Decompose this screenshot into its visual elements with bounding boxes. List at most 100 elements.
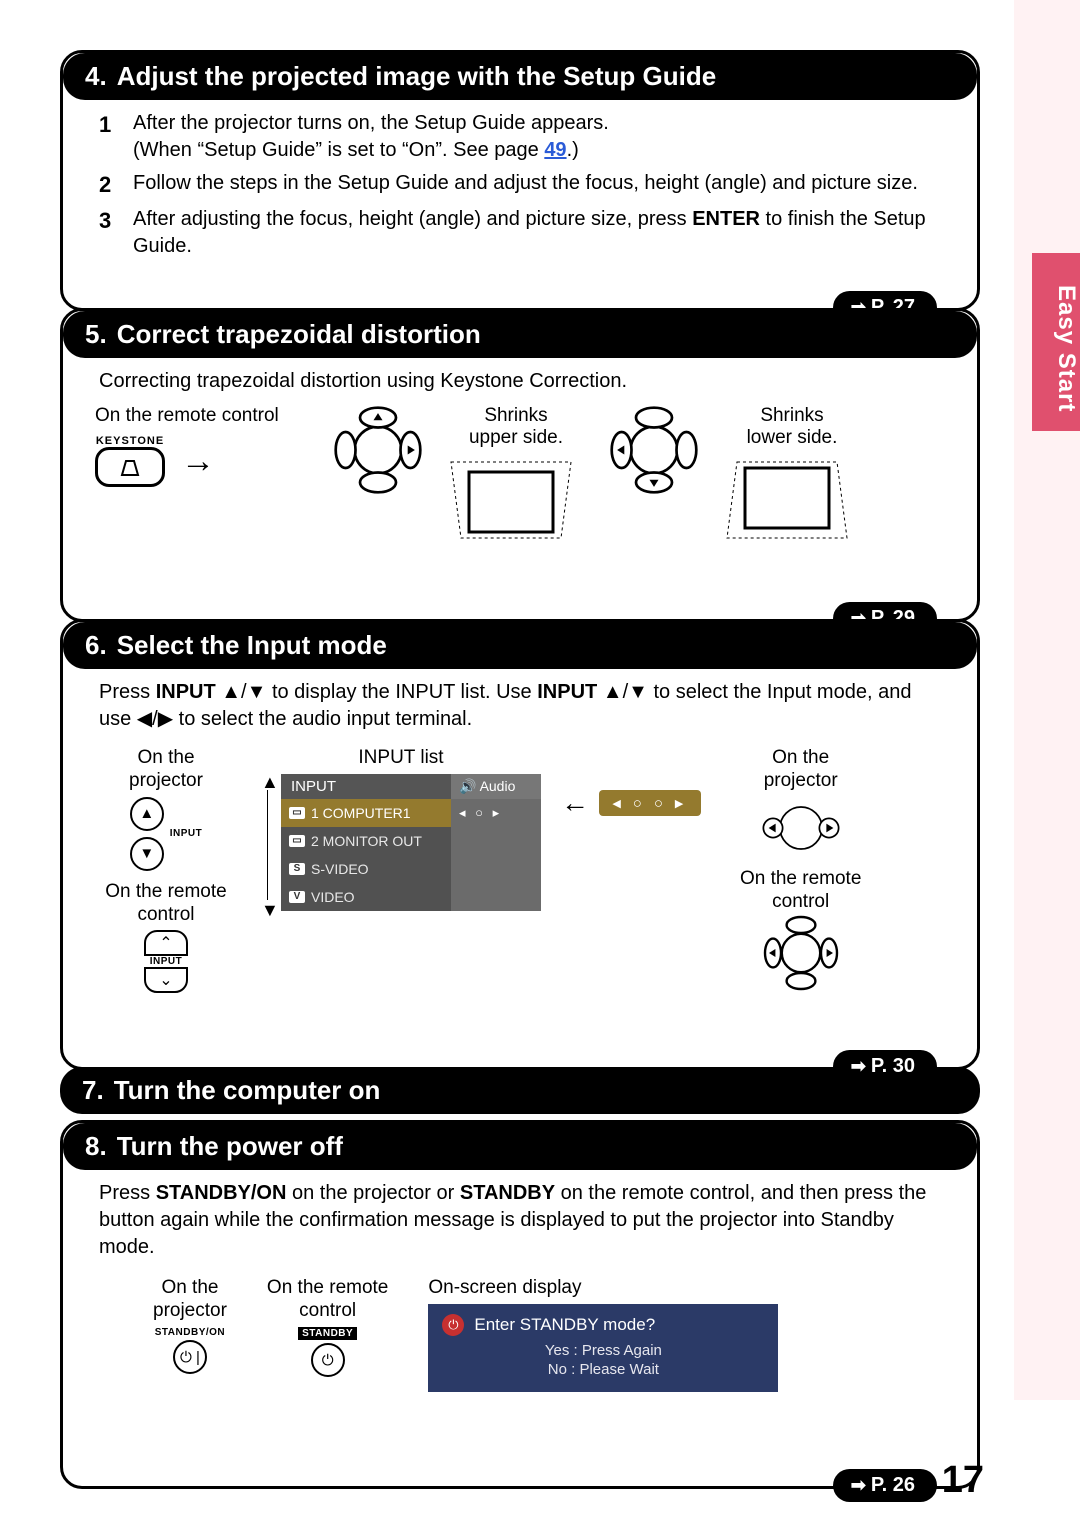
s4-item2-num: 2 bbox=[99, 170, 121, 200]
audio-head-text: Audio bbox=[480, 778, 516, 794]
input-item-video: V VIDEO bbox=[281, 883, 451, 911]
remote-input-down: ⌄ bbox=[144, 967, 188, 993]
s6-ia: Press bbox=[99, 681, 156, 703]
s4-item2-text: Follow the steps in the Setup Guide and … bbox=[133, 170, 918, 200]
input-list-head: INPUT bbox=[281, 774, 451, 799]
s4-i3-a: After adjusting the focus, height (angle… bbox=[133, 208, 692, 230]
input-list-label: INPUT list bbox=[358, 747, 443, 770]
s6-ib2: INPUT bbox=[537, 681, 597, 703]
section-6-intro: Press INPUT ▲/▼ to display the INPUT lis… bbox=[63, 669, 977, 739]
s6-on-projector-2: On the projector bbox=[721, 747, 881, 793]
s6-ib1: INPUT bbox=[156, 681, 216, 703]
section-8-intro: Press STANDBY/ON on the projector or STA… bbox=[63, 1170, 977, 1267]
trapezoid-upper-icon bbox=[441, 450, 581, 550]
input-region: On the projector ▲ ▼ INPUT On the remote… bbox=[63, 739, 977, 1029]
section-5-intro: Correcting trapezoidal distortion using … bbox=[63, 358, 977, 397]
s6-on-projector-label: On the projector bbox=[91, 747, 241, 793]
s8-on-remote: On the remote control bbox=[267, 1277, 388, 1323]
page-ref-30[interactable]: P. 30 bbox=[833, 1050, 937, 1083]
section-5-header: 5. Correct trapezoidal distortion bbox=[63, 311, 977, 358]
s8-b2: STANDBY bbox=[460, 1182, 555, 1204]
input-item-svideo: SS-VIDEO bbox=[281, 855, 451, 883]
input-item-3-text: VIDEO bbox=[311, 889, 355, 905]
osd-yes: Yes : Press Again bbox=[442, 1342, 764, 1359]
right-edge-strip bbox=[1014, 0, 1080, 1400]
projector-input-label: INPUT bbox=[170, 828, 203, 839]
keystone-button bbox=[95, 447, 165, 487]
standby-region: On the projector STANDBY/ON ⏻ | On the r… bbox=[63, 1267, 977, 1442]
input-item-1-text: 2 MONITOR OUT bbox=[311, 833, 422, 849]
s4-item1-num: 1 bbox=[99, 110, 121, 164]
s8-on-projector: On the projector bbox=[153, 1277, 227, 1323]
section-7-title: Turn the computer on bbox=[114, 1075, 381, 1106]
section-5: 5. Correct trapezoidal distortion Correc… bbox=[60, 308, 980, 623]
s8-ia: Press bbox=[99, 1182, 156, 1204]
page-content: 4. Adjust the projected image with the S… bbox=[60, 50, 980, 1486]
section-6-num: 6. bbox=[85, 630, 107, 661]
dpad-3 bbox=[761, 913, 841, 993]
page-link-49[interactable]: 49 bbox=[544, 139, 566, 161]
s4-i1-a: After the projector turns on, the Setup … bbox=[133, 112, 609, 134]
section-8-num: 8. bbox=[85, 1131, 107, 1162]
input-item-2-text: S-VIDEO bbox=[311, 861, 369, 877]
shrink-upper-label: Shrinks upper side. bbox=[441, 405, 591, 451]
osd-title: On-screen display bbox=[428, 1277, 778, 1300]
s4-i3-bold: ENTER bbox=[692, 208, 760, 230]
section-6-header: 6. Select the Input mode bbox=[63, 622, 977, 669]
input-list: INPUT 🔊 Audio ▭ 1 COMPUTER1 ▭ 2 MONITOR OU… bbox=[281, 774, 541, 911]
updown-arrow-icon: ▲▼ bbox=[261, 774, 273, 919]
osd-panel: ⏻ Enter STANDBY mode? Yes : Press Again … bbox=[428, 1304, 778, 1392]
shrink-lower-label: Shrinks lower side. bbox=[717, 405, 867, 451]
page-number: 17 bbox=[942, 1459, 984, 1502]
section-4-header: 4. Adjust the projected image with the S… bbox=[63, 53, 977, 100]
s4-item3-text: After adjusting the focus, height (angle… bbox=[133, 206, 941, 260]
standby-on-button: ⏻ | bbox=[173, 1340, 207, 1374]
arrow-right-icon: → bbox=[175, 442, 221, 481]
v-badge-icon: V bbox=[289, 891, 305, 903]
s4-item3-num: 3 bbox=[99, 206, 121, 260]
dpad-1 bbox=[333, 405, 423, 495]
projector-down-button: ▼ bbox=[130, 837, 164, 871]
projector-lr-icon bbox=[756, 793, 846, 863]
s4-i1-b: (When “Setup Guide” is set to “On”. See … bbox=[133, 139, 544, 161]
side-tab-easy-start: Easy Start bbox=[1032, 253, 1080, 431]
input-item-monitor-out: ▭ 2 MONITOR OUT bbox=[281, 827, 451, 855]
section-4-num: 4. bbox=[85, 61, 107, 92]
audio-selector-dots: ◂ ○ ▸ bbox=[459, 805, 502, 821]
s6-on-remote-2: On the remote control bbox=[721, 868, 881, 914]
trapezoid-lower-icon bbox=[717, 450, 857, 550]
section-6: 6. Select the Input mode Press INPUT ▲/▼… bbox=[60, 619, 980, 1070]
remote-input-label: INPUT bbox=[91, 956, 241, 967]
s8-ib: on the projector or bbox=[286, 1182, 459, 1204]
section-4-body: 1 After the projector turns on, the Setu… bbox=[63, 100, 977, 272]
monitor-icon-2: ▭ bbox=[289, 835, 305, 847]
section-8-title: Turn the power off bbox=[117, 1131, 343, 1162]
s6-ib: ▲/▼ to display the INPUT list. Use bbox=[216, 681, 538, 703]
section-4: 4. Adjust the projected image with the S… bbox=[60, 50, 980, 311]
section-7-num: 7. bbox=[82, 1075, 104, 1106]
keystone-diagram-row: On the remote control KEYSTONE → bbox=[63, 397, 977, 586]
projector-up-button: ▲ bbox=[130, 797, 164, 831]
input-item-computer1: ▭ 1 COMPUTER1 bbox=[281, 799, 451, 827]
standby-label: STANDBY bbox=[298, 1327, 357, 1340]
remote-control-label: On the remote control bbox=[95, 405, 315, 428]
input-list-audio-head: 🔊 Audio bbox=[451, 774, 541, 799]
section-5-num: 5. bbox=[85, 319, 107, 350]
s4-item1-text: After the projector turns on, the Setup … bbox=[133, 110, 609, 164]
s6-on-remote-label: On the remote control bbox=[91, 881, 241, 927]
osd-question: Enter STANDBY mode? bbox=[474, 1315, 655, 1335]
page-ref-26[interactable]: P. 26 bbox=[833, 1469, 937, 1502]
section-5-title: Correct trapezoidal distortion bbox=[117, 319, 481, 350]
selector-pill: ◂ ○ ○ ▸ bbox=[599, 790, 701, 816]
keystone-button-label: KEYSTONE bbox=[95, 435, 165, 447]
section-8-header: 8. Turn the power off bbox=[63, 1123, 977, 1170]
remote-input-up: ⌃ bbox=[144, 930, 188, 956]
standby-on-label: STANDBY/ON bbox=[153, 1327, 227, 1338]
s4-i1-c: .) bbox=[567, 139, 579, 161]
input-item-0-text: 1 COMPUTER1 bbox=[311, 805, 411, 821]
power-icon: ⏻ bbox=[442, 1314, 464, 1336]
monitor-icon: ▭ bbox=[289, 807, 305, 819]
arrow-left-icon: ← bbox=[561, 787, 589, 819]
dpad-2 bbox=[609, 405, 699, 495]
osd-no: No : Please Wait bbox=[442, 1361, 764, 1378]
